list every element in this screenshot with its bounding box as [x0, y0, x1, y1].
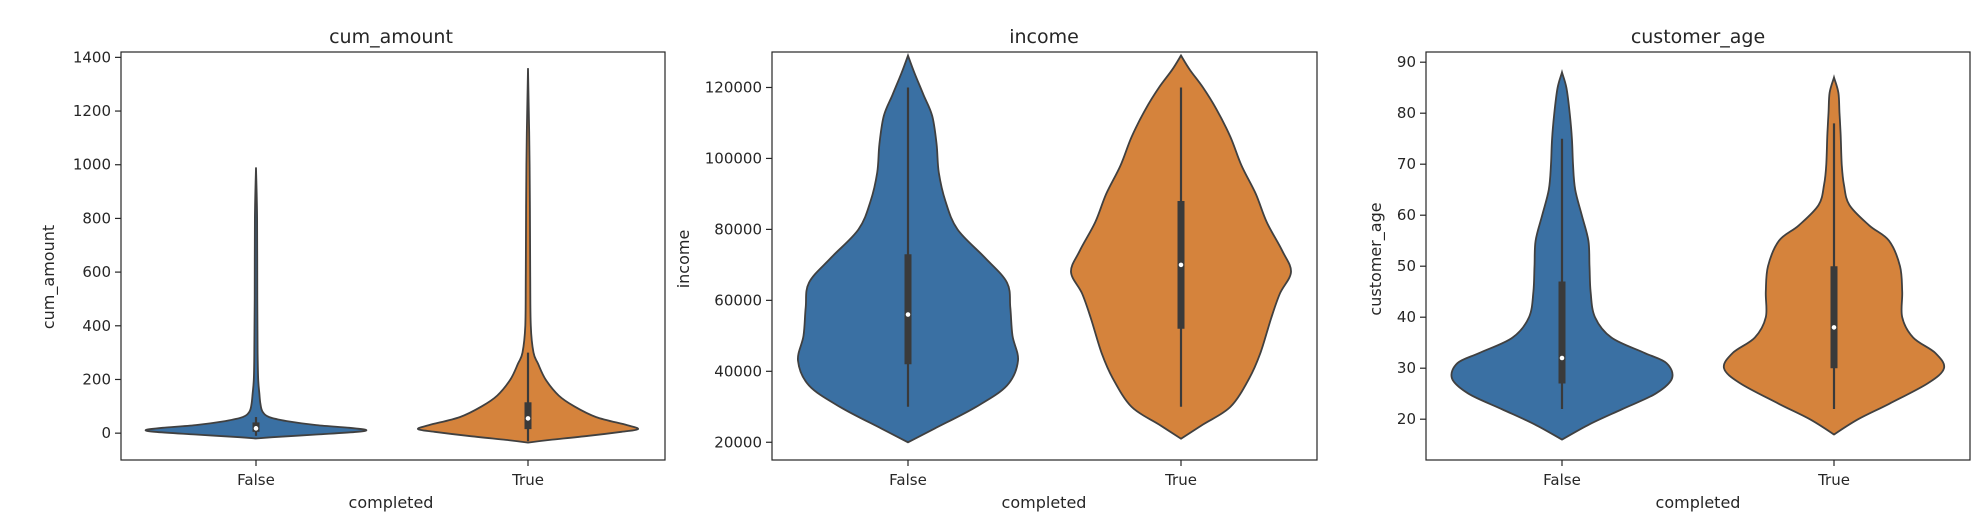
- y-tick-label: 100000: [705, 149, 762, 167]
- chart-panel-cum-amount: cum_amount cum_amount completed 0 200 400 6…: [39, 26, 666, 512]
- x-axis-label: completed: [1002, 493, 1087, 512]
- chart-panel-customer-age: customer_age customer_age completed 20 30…: [1366, 26, 1971, 512]
- y-tick-label: 90: [1397, 53, 1416, 71]
- violin-true: [417, 68, 639, 444]
- x-tick-label: True: [1164, 471, 1197, 489]
- y-tick-label: 1400: [73, 48, 111, 66]
- chart-title: customer_age: [1631, 26, 1765, 48]
- x-tick-label: False: [1543, 471, 1581, 489]
- y-tick-label: 50: [1397, 257, 1416, 275]
- median-point-true: [525, 416, 531, 421]
- y-tick-label: 80000: [714, 220, 762, 238]
- plot-frame: [1425, 51, 1971, 461]
- median-point-true: [1178, 262, 1184, 268]
- y-tick-label: 200: [82, 370, 111, 388]
- y-tick-label: 70: [1397, 155, 1416, 173]
- y-tick-label: 80: [1397, 104, 1416, 122]
- y-tick-label: 400: [82, 317, 111, 335]
- y-tick-label: 30: [1397, 359, 1416, 377]
- y-tick-label: 40000: [714, 362, 762, 380]
- y-tick-label: 800: [82, 209, 111, 227]
- y-tick-label: 600: [82, 263, 111, 281]
- y-tick-label: 20: [1397, 410, 1416, 428]
- y-tick-label: 120000: [705, 78, 762, 96]
- median-point-false: [905, 312, 911, 317]
- x-tick-label: False: [237, 471, 275, 489]
- y-tick-label: 20000: [714, 433, 762, 451]
- x-axis-label: completed: [349, 493, 434, 512]
- y-tick-label: 1000: [73, 156, 111, 174]
- plot-frame: [120, 51, 666, 461]
- y-axis-label: customer_age: [1366, 202, 1386, 315]
- x-tick-label: False: [889, 471, 927, 489]
- chart-panel-income: income income completed 20000 40000 60000 8…: [674, 26, 1318, 512]
- y-tick-label: 0: [101, 424, 111, 442]
- median-point-false: [253, 426, 259, 431]
- chart-title: cum_amount: [329, 26, 453, 48]
- median-point-true: [1831, 325, 1837, 330]
- x-tick-label: True: [511, 471, 544, 489]
- violin-false: [144, 167, 368, 440]
- y-tick-label: 60: [1397, 206, 1416, 224]
- x-axis-label: completed: [1656, 493, 1741, 512]
- y-axis-label: income: [674, 230, 693, 289]
- median-point-false: [1559, 355, 1565, 361]
- x-tick-label: True: [1817, 471, 1850, 489]
- plot-frame: [771, 51, 1318, 461]
- chart-title: income: [1009, 26, 1079, 48]
- y-tick-label: 60000: [714, 291, 762, 309]
- y-tick-label: 40: [1397, 308, 1416, 326]
- y-axis-label: cum_amount: [39, 225, 59, 329]
- y-tick-label: 1200: [73, 102, 111, 120]
